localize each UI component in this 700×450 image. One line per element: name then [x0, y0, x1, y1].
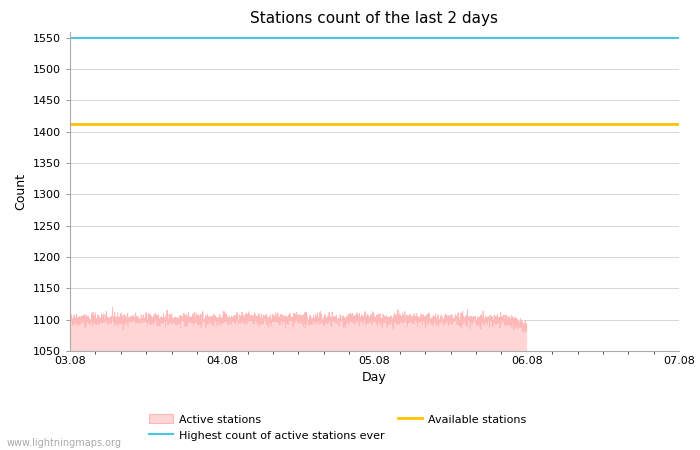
- X-axis label: Day: Day: [362, 371, 387, 384]
- Y-axis label: Count: Count: [14, 173, 27, 210]
- Text: www.lightningmaps.org: www.lightningmaps.org: [7, 438, 122, 448]
- Legend: Active stations, Highest count of active stations ever, Available stations: Active stations, Highest count of active…: [148, 414, 526, 441]
- Title: Stations count of the last 2 days: Stations count of the last 2 days: [251, 11, 498, 26]
